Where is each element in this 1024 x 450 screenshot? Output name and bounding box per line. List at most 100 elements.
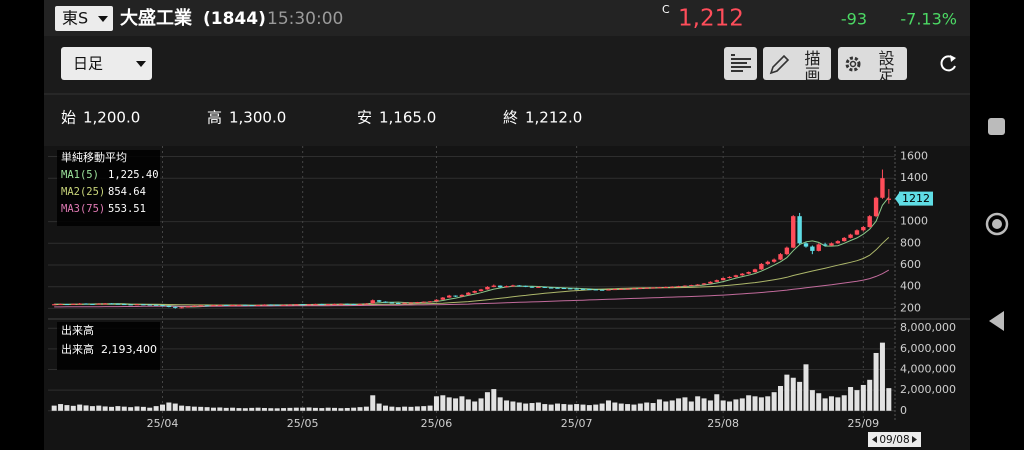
y-tick-label: 1000: [900, 215, 928, 228]
volume-bar: [828, 396, 834, 411]
candle-body: [797, 216, 802, 244]
volume-bar: [669, 400, 675, 411]
candle-body: [306, 304, 312, 306]
exchange-dropdown[interactable]: 東S: [55, 6, 113, 31]
candle-body: [504, 286, 509, 288]
list-button[interactable]: [724, 47, 757, 80]
volume-bar: [414, 406, 420, 411]
volume-bar: [771, 392, 777, 411]
candle-body: [427, 301, 433, 303]
volume-bar: [440, 395, 446, 411]
volume-bar: [701, 398, 707, 411]
volume-bar: [867, 379, 873, 411]
volume-legend-title: 出来高: [61, 323, 94, 337]
volume-bar: [561, 404, 567, 411]
candle-body: [765, 261, 770, 264]
candle-body: [689, 285, 694, 287]
volume-bar: [542, 404, 548, 411]
nav-recent[interactable]: [988, 118, 1005, 135]
candle-body: [517, 285, 522, 287]
volume-bar: [128, 407, 134, 411]
nav-home[interactable]: [985, 212, 1009, 236]
candle-body: [695, 284, 700, 286]
volume-bar: [676, 398, 682, 411]
ma-legend-box: [57, 150, 160, 226]
candle-body: [357, 303, 363, 305]
volume-bar: [433, 396, 439, 411]
gear-hub: [849, 60, 857, 68]
candle-body: [791, 216, 796, 248]
volume-bar: [631, 404, 637, 411]
candle-body: [561, 288, 567, 290]
candle-body: [141, 304, 146, 306]
settings-label: 設定: [876, 50, 895, 82]
nav-back[interactable]: [989, 311, 1004, 331]
volume-bar: [453, 398, 459, 411]
volume-bar: [478, 398, 484, 411]
candle-body: [447, 295, 452, 298]
candle-body: [580, 288, 586, 290]
candle-body: [281, 304, 286, 306]
candle-body: [83, 303, 89, 305]
candle-body: [332, 303, 337, 305]
volume-bar: [682, 397, 688, 411]
gear-icon: [845, 56, 861, 72]
price-marker-pointer: [895, 191, 900, 206]
volume-bar: [854, 390, 860, 411]
candle-body: [587, 289, 592, 291]
y-tick-label: 8,000,000: [900, 321, 956, 334]
volume-bar: [733, 399, 739, 411]
ma-legend-name: MA2(25): [61, 186, 105, 198]
candle-body: [491, 285, 496, 287]
refresh-arrow: [950, 55, 956, 62]
volume-bar: [484, 392, 490, 411]
volume-bar: [236, 408, 242, 411]
volume-bar: [510, 401, 516, 411]
volume-bar: [860, 384, 866, 411]
volume-bar: [64, 405, 70, 411]
settings-button[interactable]: 設定: [838, 47, 907, 82]
volume-bar: [548, 404, 554, 411]
volume-bar: [535, 402, 541, 411]
candle-body: [880, 178, 885, 198]
x-tick-label: 25/08: [707, 417, 739, 430]
volume-bar: [599, 403, 605, 411]
stock-code: (1844): [203, 9, 266, 29]
candle-body: [555, 287, 560, 289]
refresh-button[interactable]: [940, 55, 956, 72]
volume-bar: [497, 397, 503, 411]
cursor-next: [912, 436, 917, 443]
volume-bar: [695, 396, 701, 411]
candle-body: [236, 304, 242, 306]
volume-bar: [179, 405, 185, 411]
ohlc-label: 安: [357, 109, 372, 127]
volume-bar: [580, 404, 586, 411]
candle-body: [230, 305, 235, 307]
volume-bar: [529, 403, 535, 411]
candle-body: [402, 302, 407, 304]
volume-bar: [841, 395, 847, 411]
period-dropdown[interactable]: 日足: [61, 47, 152, 80]
volume-bar: [242, 408, 248, 411]
candle-body: [338, 303, 344, 305]
candle-body: [128, 304, 133, 306]
volume-bar: [472, 401, 478, 411]
volume-bar: [204, 407, 210, 411]
volume-bar: [803, 364, 809, 411]
volume-bar: [574, 404, 580, 411]
candle-body: [198, 305, 203, 307]
candle-body: [599, 289, 605, 291]
volume-bar: [491, 389, 497, 411]
cursor-box: [868, 432, 921, 447]
candle-body: [383, 301, 388, 303]
candle-body: [243, 304, 248, 306]
volume-bar: [281, 408, 287, 411]
dropdown-arrow: [98, 16, 108, 22]
candle-body: [249, 305, 254, 307]
volume-bar: [83, 405, 89, 411]
cursor-date[interactable]: 09/08: [868, 432, 921, 447]
x-tick-label: 25/05: [287, 417, 319, 430]
draw-button[interactable]: 描画: [763, 47, 831, 82]
candle-body: [638, 288, 643, 290]
ma-line: [54, 237, 890, 306]
